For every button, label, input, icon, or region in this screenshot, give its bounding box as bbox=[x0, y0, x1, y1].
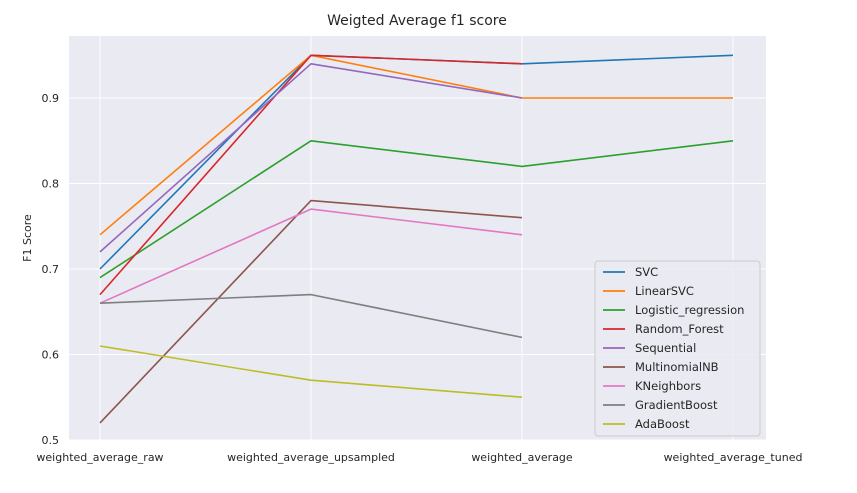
series-lines bbox=[99, 54, 734, 424]
series-line-sequential bbox=[99, 62, 523, 253]
legend: SVC LinearSVC Logistic_regression Random_Fo… bbox=[594, 260, 761, 437]
x-tick-label: weighted_average_raw bbox=[36, 451, 163, 464]
chart-title: Weigted Average f1 score bbox=[327, 13, 507, 29]
series-line-multinomialnb bbox=[99, 199, 523, 424]
y-tick-label: 0.8 bbox=[42, 178, 60, 191]
legend-label: Logistic_regression bbox=[635, 303, 744, 317]
legend-label: GradientBoost bbox=[635, 398, 718, 412]
legend-label: SVC bbox=[635, 265, 658, 279]
x-tick-label: weighted_average bbox=[471, 451, 573, 464]
series-line-logistic-regression bbox=[99, 140, 734, 279]
y-tick-labels: 0.5 0.6 0.7 0.8 0.9 bbox=[42, 92, 60, 447]
series-line-kneighbors bbox=[99, 208, 523, 304]
legend-label: KNeighbors bbox=[635, 379, 701, 393]
series-line-gradientboost bbox=[99, 293, 523, 339]
legend-label: LinearSVC bbox=[635, 284, 694, 298]
y-tick-label: 0.7 bbox=[42, 263, 60, 276]
y-tick-label: 0.5 bbox=[42, 434, 60, 447]
y-tick-label: 0.9 bbox=[42, 92, 60, 105]
y-tick-label: 0.6 bbox=[42, 349, 60, 362]
legend-box bbox=[594, 260, 761, 437]
legend-label: Sequential bbox=[635, 341, 696, 355]
legend-label: Random_Forest bbox=[635, 322, 724, 336]
x-tick-label: weighted_average_tuned bbox=[664, 451, 803, 464]
x-tick-labels: weighted_average_raw weighted_average_ups… bbox=[36, 451, 802, 464]
legend-label: AdaBoost bbox=[635, 417, 690, 431]
y-axis-label: F1 Score bbox=[21, 214, 34, 262]
legend-label: MultinomialNB bbox=[635, 360, 719, 374]
x-tick-label: weighted_average_upsampled bbox=[227, 451, 395, 464]
series-line-adaboost bbox=[99, 345, 523, 398]
series-line-random-forest bbox=[99, 54, 523, 296]
series-line-linearsvc bbox=[99, 54, 733, 236]
